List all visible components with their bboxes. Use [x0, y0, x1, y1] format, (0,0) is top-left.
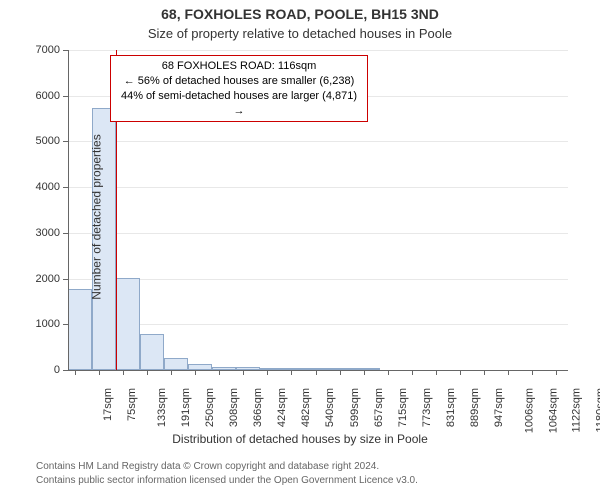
x-tick-label: 75sqm: [126, 388, 138, 421]
annotation-line: 68 FOXHOLES ROAD: 116sqm: [115, 59, 363, 74]
annotation-line: 44% of semi-detached houses are larger (…: [115, 89, 363, 119]
grid-line: [68, 324, 568, 325]
grid-line: [68, 233, 568, 234]
marker-annotation: 68 FOXHOLES ROAD: 116sqm← 56% of detache…: [110, 55, 368, 122]
x-tick-label: 1064sqm: [547, 388, 559, 433]
x-tick-label: 540sqm: [324, 388, 336, 427]
x-tick-label: 482sqm: [300, 388, 312, 427]
histogram-bar: [140, 334, 164, 370]
histogram-bar: [68, 289, 92, 370]
grid-line: [68, 141, 568, 142]
histogram-bar: [116, 278, 140, 370]
histogram-bar: [164, 358, 188, 370]
y-tick-label: 1000: [36, 318, 60, 330]
grid-line: [68, 50, 568, 51]
chart-subtitle: Size of property relative to detached ho…: [0, 26, 600, 41]
x-tick-label: 191sqm: [180, 388, 192, 427]
chart-supertitle: 68, FOXHOLES ROAD, POOLE, BH15 3ND: [0, 6, 600, 22]
x-axis-label: Distribution of detached houses by size …: [0, 432, 600, 446]
annotation-line: ← 56% of detached houses are smaller (6,…: [115, 74, 363, 89]
x-tick-label: 17sqm: [102, 388, 114, 421]
y-axis-label: Number of detached properties: [90, 134, 104, 299]
grid-line: [68, 187, 568, 188]
x-tick-label: 308sqm: [229, 388, 241, 427]
x-tick-label: 250sqm: [205, 388, 217, 427]
y-tick-label: 7000: [36, 44, 60, 56]
grid-line: [68, 279, 568, 280]
y-tick-label: 3000: [36, 227, 60, 239]
y-axis: [68, 50, 69, 370]
x-tick-label: 715sqm: [397, 388, 409, 427]
x-tick-label: 1006sqm: [523, 388, 535, 433]
x-tick-label: 773sqm: [421, 388, 433, 427]
x-tick-label: 1180sqm: [594, 388, 600, 432]
x-tick-label: 831sqm: [445, 388, 457, 427]
x-tick-label: 133sqm: [156, 388, 168, 427]
copyright-footer: Contains HM Land Registry data © Crown c…: [36, 460, 418, 487]
x-tick-label: 366sqm: [253, 388, 265, 427]
y-tick-label: 4000: [36, 181, 60, 193]
x-tick-label: 889sqm: [469, 388, 481, 427]
x-tick-label: 1122sqm: [570, 388, 582, 432]
x-axis: [68, 370, 568, 371]
y-tick-label: 0: [54, 364, 60, 376]
x-tick-label: 657sqm: [373, 388, 385, 427]
x-tick-label: 599sqm: [349, 388, 361, 427]
footer-line: Contains HM Land Registry data © Crown c…: [36, 460, 418, 474]
x-tick-label: 424sqm: [276, 388, 288, 427]
y-tick-label: 5000: [36, 135, 60, 147]
y-tick-label: 2000: [36, 273, 60, 285]
footer-line: Contains public sector information licen…: [36, 474, 418, 488]
y-tick-label: 6000: [36, 90, 60, 102]
x-tick-label: 947sqm: [493, 388, 505, 427]
